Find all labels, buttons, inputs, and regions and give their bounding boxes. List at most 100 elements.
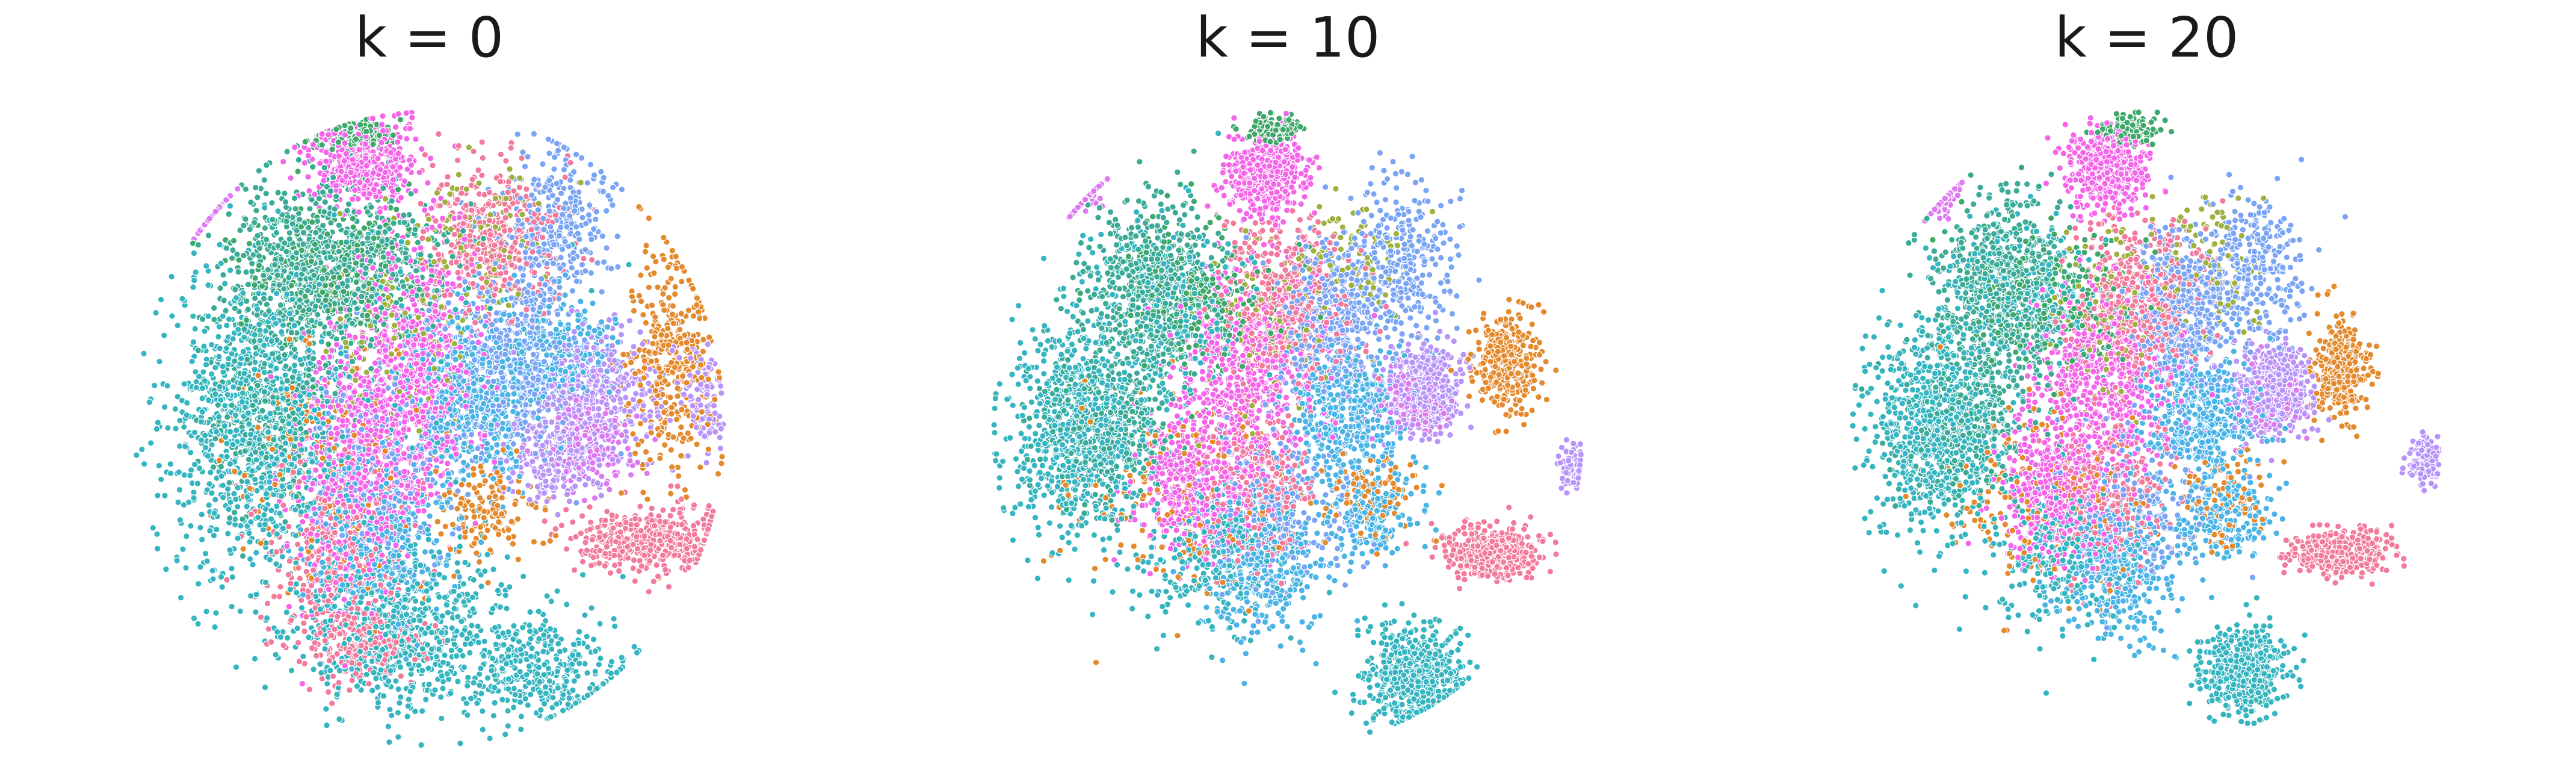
scatter-point [460,598,468,606]
scatter-point [429,162,436,169]
scatter-point [179,545,187,553]
scatter-point [456,573,463,581]
scatter-point [220,297,227,304]
scatter-point [505,474,513,482]
scatter-point [161,403,168,411]
scatter-point [411,605,419,613]
scatter-point [456,282,463,290]
scatter-point [150,382,158,390]
scatter-point [602,207,610,214]
scatter-point [703,459,710,467]
scatter-point [215,323,223,331]
scatter-point [505,646,512,653]
scatter-point [167,460,175,468]
scatter-point [279,553,286,560]
scatter-point [490,712,498,719]
scatter-point [405,696,413,703]
scatter-point [516,264,524,272]
scatter-point [575,628,583,636]
scatter-point [563,601,570,608]
scatter-point [610,615,617,622]
scatter-point [676,354,683,361]
scatter-point [133,452,140,459]
scatter-point [167,470,175,477]
scatter-point [146,399,153,406]
scatter-point [542,506,549,514]
scatter-point [306,686,314,693]
scatter-point [454,196,462,203]
scatter-point [203,557,211,565]
scatter-point [328,700,336,707]
scatter-point [545,467,552,474]
scatter-point [268,199,276,206]
scatter-point [437,694,445,701]
scatter-point [718,453,726,461]
scatter-point [476,681,483,689]
scatter-point [694,368,702,376]
scatter-point [588,287,595,294]
scatter-point [255,167,263,175]
scatter-point [475,179,483,187]
scatter-point [333,691,341,698]
scatter-point [522,185,530,193]
scatter-point [607,265,615,272]
scatter-point [478,138,486,146]
scatter-point [276,509,283,517]
scatter-point [576,330,584,338]
scatter-point [176,486,184,494]
scatter-point [152,309,159,317]
scatter-point [569,518,576,526]
scatter-point [486,734,493,742]
scatter-point [323,721,330,729]
scatter-point [449,530,456,538]
scatter-point [351,334,359,341]
scatter-point [244,281,252,288]
scatter-point [600,258,608,266]
scatter-point [180,423,188,431]
scatter-point [507,144,514,152]
scatter-point [518,154,525,162]
scatter-point [155,462,163,470]
scatter-point [215,333,222,341]
scatter-point [454,157,462,164]
scatter-point [519,148,527,156]
scatter-point [602,517,609,524]
scatter-point [475,338,482,346]
scatter-point [687,393,694,400]
scatter-point [418,741,425,749]
scatter-point [525,621,533,629]
scatter-point [643,264,651,272]
scatter-point [443,460,451,467]
scatter-point [537,275,545,282]
scatter-point [252,608,259,616]
scatter-point [211,316,218,323]
scatter-point [578,261,586,269]
scatter-point [314,311,321,318]
scatter-point [190,312,197,320]
scatter-point [199,395,206,402]
scatter-point [187,449,194,456]
scatter-point [678,310,685,317]
scatter-point [598,318,605,326]
scatter-point [678,278,685,285]
scatter-point [494,587,502,594]
scatter-point [205,281,212,289]
scatter-point [465,143,473,151]
scatter-point [661,441,669,449]
scatter-point [280,641,287,649]
scatter-point [389,131,397,139]
scatter-point [504,707,511,715]
scatter-point [504,553,511,561]
scatter-point [575,660,583,667]
scatter-point [427,252,434,259]
scatter-point [641,248,649,255]
scatter-point [581,481,589,489]
scatter-point [437,715,445,722]
scatter-point [233,503,241,511]
scatter-point [296,148,304,156]
scatter-point [153,425,161,433]
scatter-point [590,636,598,643]
scatter-point [645,214,653,222]
scatter-point [232,663,240,671]
scatter-point [491,699,498,707]
